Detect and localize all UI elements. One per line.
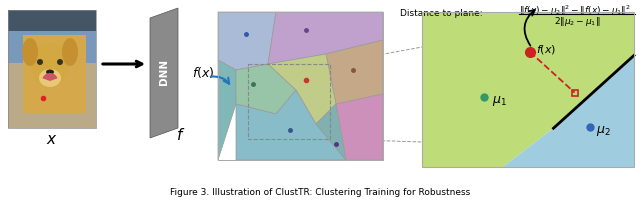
- Circle shape: [37, 59, 43, 65]
- Text: $f(x)$: $f(x)$: [536, 43, 556, 55]
- Polygon shape: [336, 94, 383, 160]
- Bar: [248, 64, 330, 139]
- Text: DNN: DNN: [159, 59, 169, 85]
- Text: $2\|\mu_2 - \mu_1\|$: $2\|\mu_2 - \mu_1\|$: [554, 15, 600, 28]
- Text: $f(x)$: $f(x)$: [192, 66, 214, 80]
- Bar: [8, 63, 96, 128]
- Polygon shape: [236, 64, 296, 114]
- Bar: [23, 35, 86, 113]
- Polygon shape: [268, 12, 383, 64]
- Polygon shape: [236, 90, 346, 160]
- Text: Figure 3. Illustration of ClustTR: Clustering Training for Robustness: Figure 3. Illustration of ClustTR: Clust…: [170, 188, 470, 197]
- Polygon shape: [150, 8, 178, 138]
- Ellipse shape: [46, 70, 54, 74]
- Text: $\mu_2$: $\mu_2$: [596, 124, 611, 138]
- Text: $\mu_1$: $\mu_1$: [492, 94, 507, 108]
- Text: $\|f(x)-\mu_2\|^2 - \|f(x)-\mu_1\|^2$: $\|f(x)-\mu_2\|^2 - \|f(x)-\mu_1\|^2$: [519, 4, 631, 18]
- Ellipse shape: [22, 38, 38, 66]
- Polygon shape: [326, 40, 383, 104]
- Polygon shape: [218, 60, 236, 160]
- Ellipse shape: [39, 69, 61, 87]
- Bar: [422, 12, 634, 167]
- Bar: [8, 10, 96, 128]
- Bar: [218, 12, 383, 160]
- Polygon shape: [218, 12, 276, 70]
- Polygon shape: [502, 55, 634, 167]
- Polygon shape: [316, 104, 346, 160]
- Wedge shape: [42, 73, 58, 81]
- Polygon shape: [268, 54, 336, 124]
- Ellipse shape: [62, 38, 78, 66]
- Circle shape: [57, 59, 63, 65]
- Polygon shape: [422, 12, 634, 167]
- Bar: [218, 12, 383, 160]
- Text: $f$: $f$: [177, 127, 186, 143]
- Ellipse shape: [31, 43, 69, 88]
- Text: $x$: $x$: [46, 133, 58, 147]
- Text: Distance to plane:: Distance to plane:: [400, 9, 483, 18]
- Bar: [8, 10, 96, 31]
- Bar: [8, 10, 96, 63]
